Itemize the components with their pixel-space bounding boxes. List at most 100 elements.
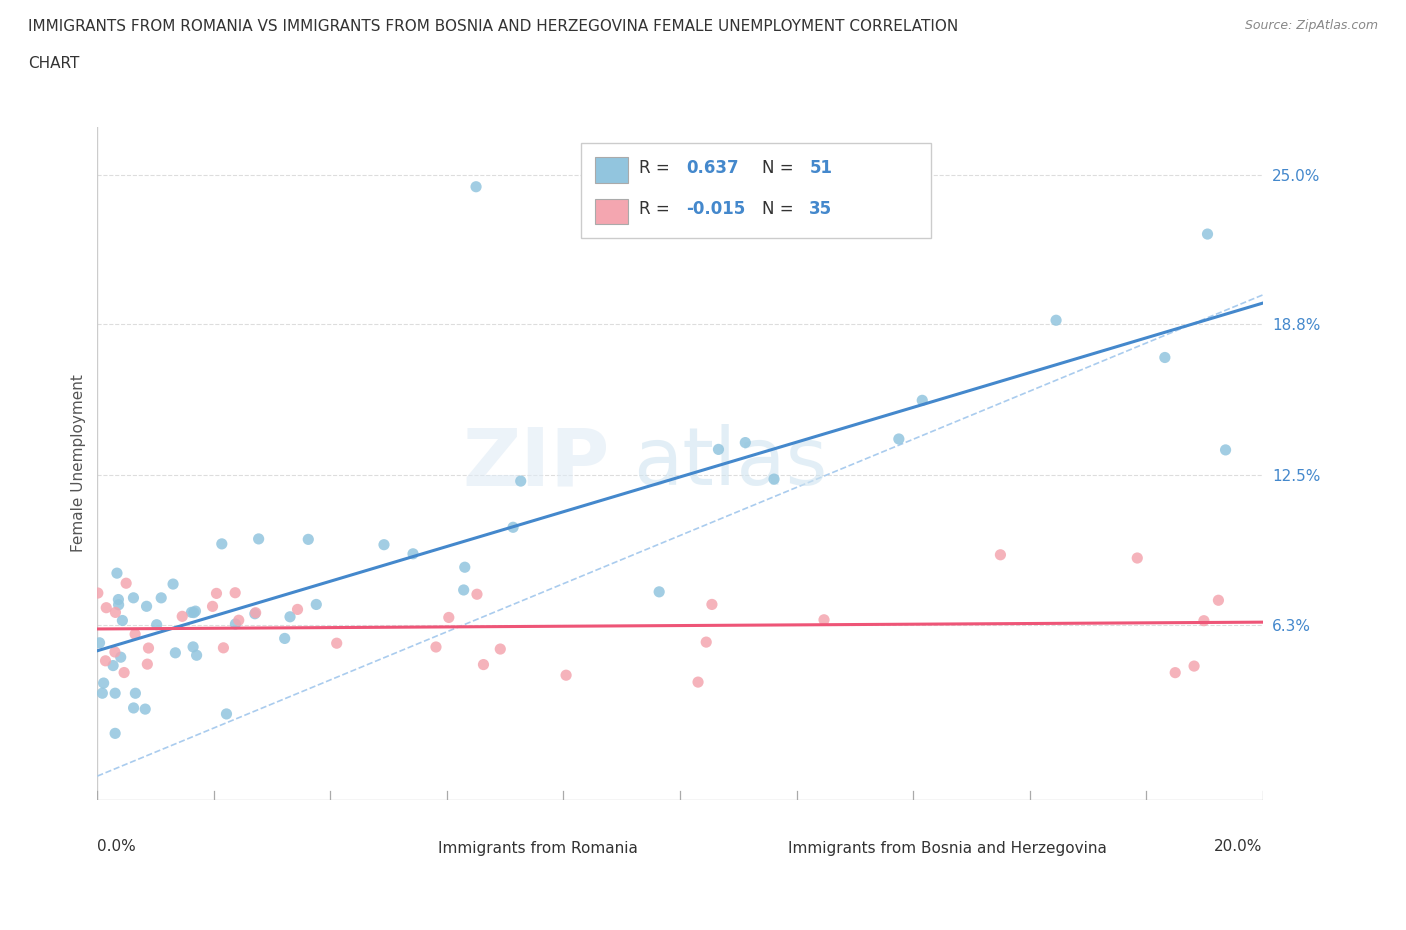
Point <box>465 587 488 602</box>
Y-axis label: Female Unemployment: Female Unemployment <box>72 375 86 552</box>
Point <box>183 605 205 620</box>
Point <box>184 604 207 618</box>
Point <box>990 548 1012 563</box>
Point <box>212 641 235 656</box>
FancyBboxPatch shape <box>744 835 776 862</box>
Point <box>273 631 295 645</box>
Point <box>325 636 347 651</box>
Point <box>94 654 117 669</box>
Point <box>135 599 157 614</box>
Text: Immigrants from Bosnia and Herzegovina: Immigrants from Bosnia and Herzegovina <box>789 841 1107 857</box>
Point <box>211 537 233 551</box>
Text: IMMIGRANTS FROM ROMANIA VS IMMIGRANTS FROM BOSNIA AND HERZEGOVINA FEMALE UNEMPLO: IMMIGRANTS FROM ROMANIA VS IMMIGRANTS FR… <box>28 19 959 33</box>
Point <box>224 585 246 600</box>
Point <box>1182 658 1205 673</box>
Text: N =: N = <box>762 201 799 219</box>
Text: CHART: CHART <box>28 56 80 71</box>
Text: atlas: atlas <box>633 424 828 502</box>
Point <box>243 606 266 621</box>
Point <box>700 597 723 612</box>
FancyBboxPatch shape <box>595 157 627 182</box>
Point <box>247 531 270 546</box>
Point <box>305 597 328 612</box>
Point <box>454 560 477 575</box>
Text: Source: ZipAtlas.com: Source: ZipAtlas.com <box>1244 19 1378 32</box>
Point <box>695 634 717 649</box>
FancyBboxPatch shape <box>595 199 627 224</box>
Point <box>707 442 730 457</box>
Point <box>93 675 115 690</box>
Text: 35: 35 <box>810 201 832 219</box>
Point <box>165 645 187 660</box>
Text: N =: N = <box>762 159 799 178</box>
Point <box>1192 613 1215 628</box>
Point <box>122 591 145 605</box>
Point <box>115 576 138 591</box>
Point <box>648 584 671 599</box>
Point <box>180 604 202 619</box>
Point <box>228 613 250 628</box>
Point <box>686 674 709 689</box>
Point <box>453 582 475 597</box>
Point <box>201 599 224 614</box>
Text: 0.0%: 0.0% <box>97 839 136 854</box>
Point <box>124 685 146 700</box>
Point <box>91 685 114 700</box>
Point <box>215 707 238 722</box>
Point <box>1208 592 1230 607</box>
FancyBboxPatch shape <box>581 143 931 238</box>
Point <box>101 658 124 673</box>
Point <box>502 520 524 535</box>
Point <box>96 600 118 615</box>
Point <box>138 641 160 656</box>
Point <box>287 602 309 617</box>
Point <box>107 592 129 607</box>
Point <box>465 179 488 194</box>
Point <box>205 586 228 601</box>
Point <box>278 609 301 624</box>
Point <box>887 432 910 446</box>
Point <box>162 577 184 591</box>
Point <box>105 565 128 580</box>
Point <box>297 532 319 547</box>
Point <box>373 538 395 552</box>
Point <box>245 605 267 620</box>
Point <box>1153 350 1175 365</box>
Point <box>110 650 132 665</box>
Text: 51: 51 <box>810 159 832 178</box>
Text: R =: R = <box>640 159 675 178</box>
Point <box>104 644 127 659</box>
Point <box>1126 551 1149 565</box>
Point <box>89 635 111 650</box>
Point <box>489 642 512 657</box>
Point <box>104 604 127 619</box>
Point <box>136 657 159 671</box>
Point <box>402 546 425 561</box>
Text: Immigrants from Romania: Immigrants from Romania <box>437 841 637 857</box>
Point <box>104 726 127 741</box>
Point <box>150 591 173 605</box>
Point <box>181 640 204 655</box>
FancyBboxPatch shape <box>395 835 427 862</box>
Point <box>112 665 135 680</box>
Point <box>107 597 129 612</box>
Point <box>437 610 460 625</box>
Point <box>1164 665 1187 680</box>
Point <box>172 609 194 624</box>
Point <box>1045 312 1067 327</box>
Point <box>509 473 531 488</box>
Point <box>734 435 756 450</box>
Point <box>104 685 127 700</box>
Text: -0.015: -0.015 <box>686 201 745 219</box>
Point <box>813 612 835 627</box>
Text: R =: R = <box>640 201 675 219</box>
Point <box>134 701 156 716</box>
Point <box>87 586 110 601</box>
Point <box>1197 227 1219 242</box>
Text: 0.637: 0.637 <box>686 159 738 178</box>
Point <box>111 613 134 628</box>
Point <box>124 627 146 642</box>
Point <box>224 617 246 631</box>
Point <box>122 700 145 715</box>
Point <box>425 640 447 655</box>
